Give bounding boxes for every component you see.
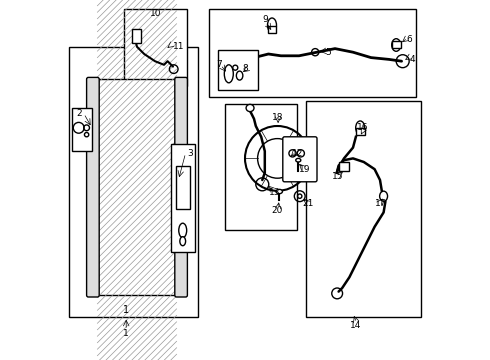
Text: 1: 1: [123, 305, 129, 315]
Text: 12: 12: [292, 149, 303, 158]
Text: 21: 21: [302, 199, 314, 208]
Text: 4: 4: [410, 55, 415, 64]
Text: 5: 5: [325, 48, 331, 57]
Text: 19: 19: [298, 165, 310, 174]
Text: 9: 9: [263, 15, 269, 24]
Bar: [209, 9, 416, 97]
Bar: [306, 101, 421, 317]
Text: 3: 3: [187, 149, 193, 158]
Bar: [124, 9, 187, 86]
Text: 16: 16: [357, 123, 368, 132]
Bar: [339, 162, 349, 171]
Ellipse shape: [268, 18, 276, 32]
FancyBboxPatch shape: [283, 137, 317, 182]
Bar: [171, 144, 195, 252]
Bar: [356, 128, 365, 135]
FancyBboxPatch shape: [175, 77, 187, 297]
Text: 20: 20: [272, 206, 283, 215]
Text: 8: 8: [243, 64, 248, 73]
Text: 7: 7: [216, 60, 222, 69]
Ellipse shape: [392, 39, 401, 51]
Text: 17: 17: [375, 199, 387, 208]
Text: 13: 13: [269, 188, 280, 197]
Bar: [69, 47, 198, 317]
Text: 15: 15: [332, 172, 343, 181]
Ellipse shape: [276, 189, 282, 194]
Bar: [268, 26, 276, 33]
Ellipse shape: [224, 65, 233, 83]
Bar: [98, 79, 176, 295]
Bar: [176, 166, 190, 209]
Text: 1: 1: [123, 328, 129, 338]
Bar: [218, 50, 258, 90]
Text: 18: 18: [271, 112, 283, 122]
Text: 2: 2: [76, 109, 81, 118]
Text: 6: 6: [406, 35, 412, 44]
Ellipse shape: [356, 121, 365, 135]
Ellipse shape: [296, 158, 301, 162]
Ellipse shape: [236, 71, 243, 80]
FancyBboxPatch shape: [87, 77, 99, 297]
Ellipse shape: [180, 237, 186, 246]
Ellipse shape: [179, 223, 187, 238]
Ellipse shape: [380, 191, 388, 201]
Text: 14: 14: [350, 321, 362, 330]
Text: 11: 11: [172, 42, 184, 51]
Ellipse shape: [246, 104, 254, 112]
Text: 10: 10: [150, 9, 162, 18]
Ellipse shape: [233, 65, 238, 70]
Bar: [392, 41, 400, 48]
Bar: [225, 104, 297, 230]
Bar: [72, 108, 92, 151]
Bar: [132, 29, 141, 43]
